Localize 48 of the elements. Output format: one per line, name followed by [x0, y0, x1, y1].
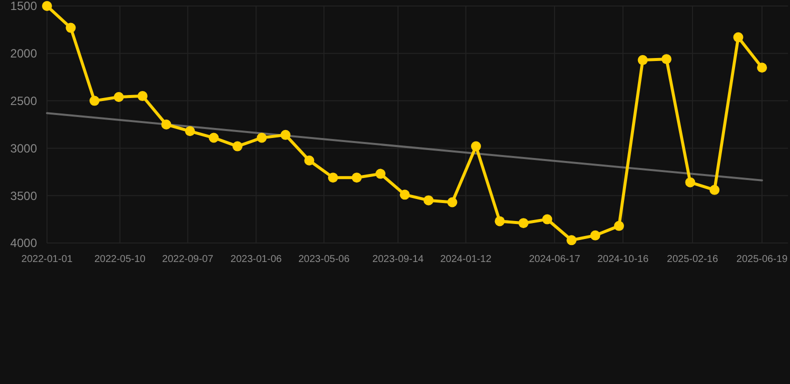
y-tick-label: 1500: [10, 0, 38, 14]
y-tick-label: 3500: [10, 188, 38, 203]
point: [447, 197, 458, 208]
x-tick-label: 2023-01-06: [230, 254, 282, 265]
x-tick-label: 2025-06-19: [736, 254, 788, 265]
point: [566, 235, 577, 246]
point: [42, 1, 52, 11]
point: [66, 22, 76, 33]
point: [352, 172, 362, 183]
y-tick-label: 3000: [10, 141, 38, 156]
point: [161, 120, 172, 130]
x-tick-label: 2025-02-16: [666, 254, 718, 265]
x-tick-label: 2024-10-16: [597, 254, 649, 265]
x-tick-label: 2022-09-07: [162, 254, 214, 265]
point: [614, 220, 624, 231]
y-tick-label: 2000: [10, 46, 38, 61]
x-tick-label: 2022-05-10: [94, 254, 146, 265]
point: [733, 32, 744, 42]
point: [400, 190, 410, 200]
x-tick-label: 2022-01-01: [21, 254, 74, 265]
x-tick-label: 2024-01-12: [440, 254, 492, 265]
y-tick-label: 2500: [10, 94, 38, 108]
x-tick-label: 2024-06-17: [528, 254, 581, 265]
point: [232, 141, 242, 152]
point: [304, 156, 314, 166]
point: [542, 214, 552, 224]
point: [710, 184, 720, 195]
point: [494, 216, 505, 226]
point: [256, 132, 267, 143]
point: [685, 177, 696, 188]
point: [518, 218, 528, 228]
x-tick-label: 2023-05-06: [298, 254, 350, 265]
point: [757, 62, 767, 73]
y-tick-label: 4000: [10, 236, 38, 250]
x-tick-label: 2023-09-14: [372, 254, 424, 265]
point: [471, 141, 481, 152]
point: [208, 132, 219, 143]
point: [424, 195, 434, 206]
point: [590, 230, 600, 240]
point: [280, 130, 291, 140]
point: [138, 91, 148, 102]
point: [375, 168, 386, 179]
point: [661, 54, 672, 64]
point: [638, 55, 648, 66]
point: [114, 92, 124, 102]
point: [328, 172, 338, 183]
point: [185, 126, 195, 136]
point: [89, 96, 100, 106]
